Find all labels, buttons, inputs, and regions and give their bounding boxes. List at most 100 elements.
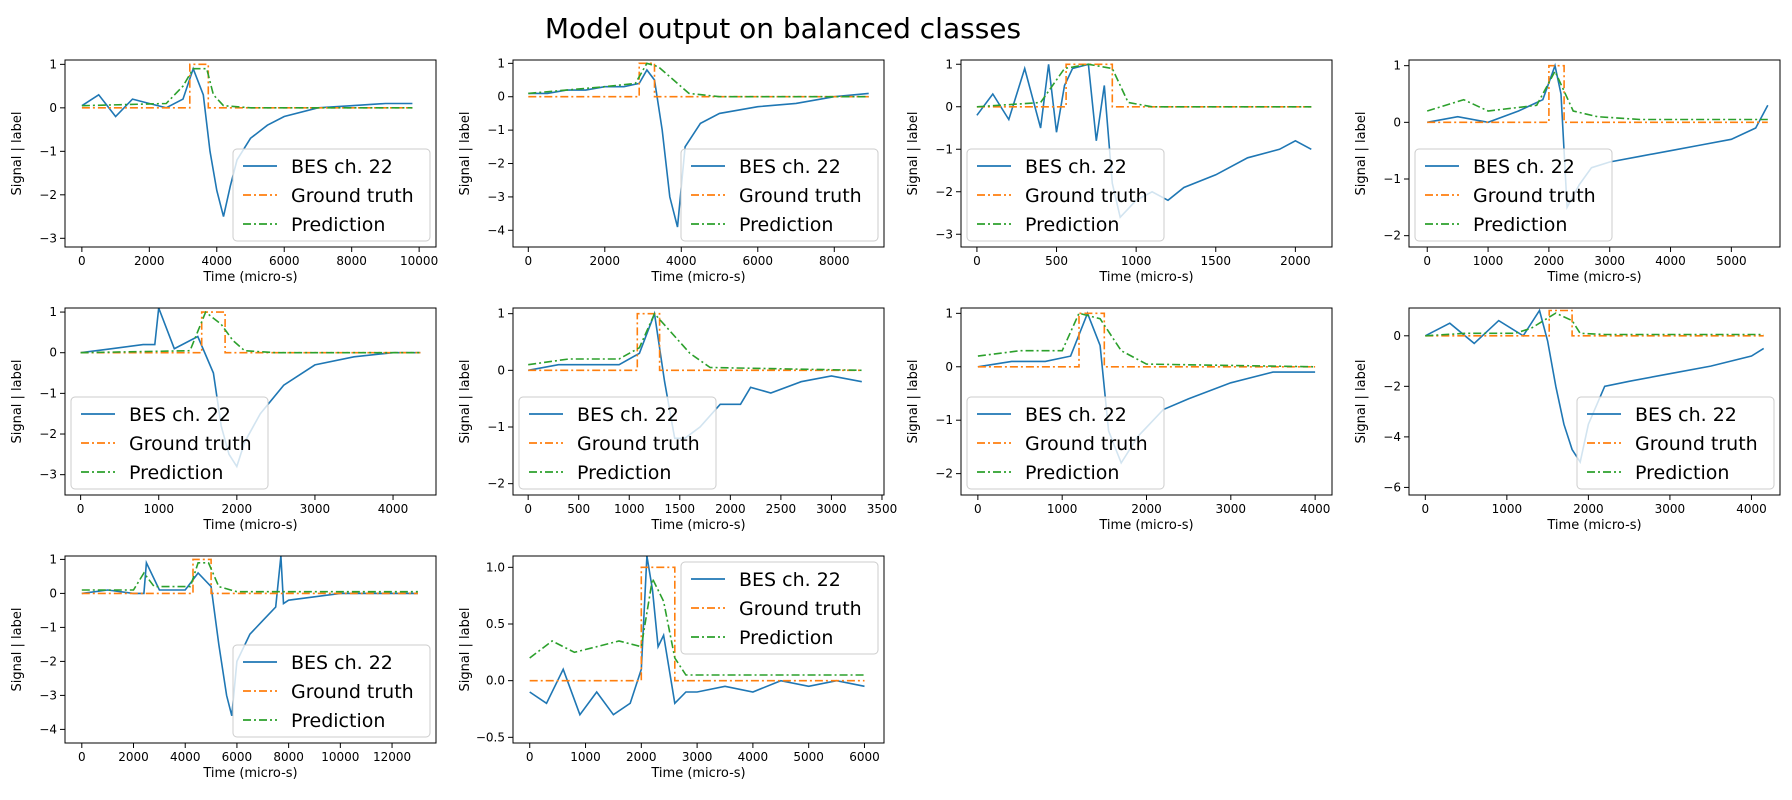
- y-tick-label: 1: [49, 57, 57, 71]
- x-tick-label: 3000: [1594, 254, 1625, 268]
- x-tick-label: 1000: [614, 502, 645, 516]
- x-tick-label: 3000: [816, 502, 847, 516]
- legend-label: Prediction: [1025, 214, 1119, 236]
- legend-label: BES ch. 22: [577, 404, 679, 426]
- x-tick-label: 0: [78, 254, 86, 268]
- y-axis-label: Signal | label: [458, 111, 473, 195]
- x-tick-label: 3500: [867, 502, 898, 516]
- legend-label: Ground truth: [1025, 433, 1148, 455]
- y-tick-label: −2: [39, 654, 57, 668]
- x-tick-label: 1000: [570, 750, 601, 764]
- y-tick-label: 1.0: [486, 560, 505, 574]
- legend-label: Prediction: [291, 214, 385, 236]
- legend: BES ch. 22 Ground truth Prediction: [967, 397, 1164, 489]
- legend-label: Prediction: [291, 710, 385, 732]
- x-tick-label: 6000: [222, 750, 253, 764]
- legend-label: Ground truth: [1025, 185, 1148, 207]
- legend: BES ch. 22 Ground truth Prediction: [71, 397, 268, 489]
- y-tick-label: −2: [1383, 379, 1401, 393]
- x-tick-label: 0: [524, 502, 532, 516]
- x-tick-label: 3000: [1655, 502, 1686, 516]
- y-tick-label: 0: [49, 586, 57, 600]
- legend-label: Ground truth: [1635, 433, 1758, 455]
- x-tick-label: 2000: [118, 750, 149, 764]
- y-tick-label: 1: [497, 56, 505, 70]
- x-tick-label: 8000: [273, 750, 304, 764]
- y-axis-label: Signal | label: [10, 607, 25, 691]
- y-tick-label: 0: [945, 360, 953, 374]
- x-tick-label: 4000: [1300, 502, 1331, 516]
- y-tick-label: 0: [1393, 115, 1401, 129]
- legend-label: BES ch. 22: [291, 156, 393, 178]
- y-tick-label: −1: [487, 123, 505, 137]
- y-tick-label: −1: [935, 413, 953, 427]
- y-tick-label: 1: [1393, 59, 1401, 73]
- legend: BES ch. 22 Ground truth Prediction: [233, 149, 430, 241]
- x-tick-label: 4000: [738, 750, 769, 764]
- legend-label: Prediction: [739, 627, 833, 649]
- legend-label: Prediction: [577, 462, 671, 484]
- x-tick-label: 8000: [819, 254, 850, 268]
- y-tick-label: −4: [1383, 430, 1401, 444]
- x-tick-label: 1500: [665, 502, 696, 516]
- y-tick-label: −2: [935, 467, 953, 481]
- x-tick-label: 0: [974, 502, 982, 516]
- x-tick-label: 3000: [300, 502, 331, 516]
- legend-label: Ground truth: [577, 433, 700, 455]
- legend: BES ch. 22 Ground truth Prediction: [681, 562, 878, 654]
- y-tick-label: −0.5: [476, 730, 505, 744]
- x-axis-label: Time (micro-s): [202, 518, 297, 533]
- y-tick-label: 0: [1393, 329, 1401, 343]
- y-tick-label: 0.5: [486, 617, 505, 631]
- x-tick-label: 2000: [1534, 254, 1565, 268]
- x-tick-label: 500: [567, 502, 590, 516]
- y-tick-label: −2: [487, 157, 505, 171]
- x-tick-label: 10000: [400, 254, 438, 268]
- x-axis-label: Time (micro-s): [1098, 518, 1193, 533]
- x-tick-label: 2000: [626, 750, 657, 764]
- x-axis-label: Time (micro-s): [202, 766, 297, 781]
- y-tick-label: −3: [39, 231, 57, 245]
- x-tick-label: 10000: [321, 750, 359, 764]
- legend-label: BES ch. 22: [739, 569, 841, 591]
- x-tick-label: 2000: [134, 254, 165, 268]
- legend-label: BES ch. 22: [1025, 404, 1127, 426]
- y-tick-label: −1: [39, 620, 57, 634]
- legend: BES ch. 22 Ground truth Prediction: [233, 645, 430, 737]
- y-tick-label: −2: [39, 427, 57, 441]
- x-tick-label: 12000: [373, 750, 411, 764]
- x-axis-label: Time (micro-s): [1098, 270, 1193, 285]
- y-tick-label: −3: [39, 688, 57, 702]
- legend-label: BES ch. 22: [291, 652, 393, 674]
- y-axis-label: Signal | label: [906, 111, 921, 195]
- y-tick-label: −2: [39, 188, 57, 202]
- legend-label: Ground truth: [129, 433, 252, 455]
- y-tick-label: −1: [935, 142, 953, 156]
- y-tick-label: −3: [39, 468, 57, 482]
- y-tick-label: 0: [497, 90, 505, 104]
- y-tick-label: −3: [487, 190, 505, 204]
- x-tick-label: 4000: [1655, 254, 1686, 268]
- y-tick-label: −6: [1383, 480, 1401, 494]
- x-tick-label: 5000: [1716, 254, 1747, 268]
- x-tick-label: 2000: [1280, 254, 1311, 268]
- y-tick-label: 0.0: [486, 674, 505, 688]
- y-axis-label: Signal | label: [906, 359, 921, 443]
- x-tick-label: 0: [526, 750, 534, 764]
- y-tick-label: −4: [487, 223, 505, 237]
- x-axis-label: Time (micro-s): [1546, 518, 1641, 533]
- x-tick-label: 3000: [1216, 502, 1247, 516]
- x-tick-label: 4000: [201, 254, 232, 268]
- legend: BES ch. 22 Ground truth Prediction: [967, 149, 1164, 241]
- x-tick-label: 2000: [222, 502, 253, 516]
- legend-label: BES ch. 22: [739, 156, 841, 178]
- legend-label: Prediction: [129, 462, 223, 484]
- legend-label: Ground truth: [1473, 185, 1596, 207]
- x-axis-label: Time (micro-s): [650, 270, 745, 285]
- x-tick-label: 3000: [682, 750, 713, 764]
- y-tick-label: 0: [49, 346, 57, 360]
- x-tick-label: 6000: [269, 254, 300, 268]
- x-tick-label: 6000: [849, 750, 880, 764]
- x-tick-label: 0: [973, 254, 981, 268]
